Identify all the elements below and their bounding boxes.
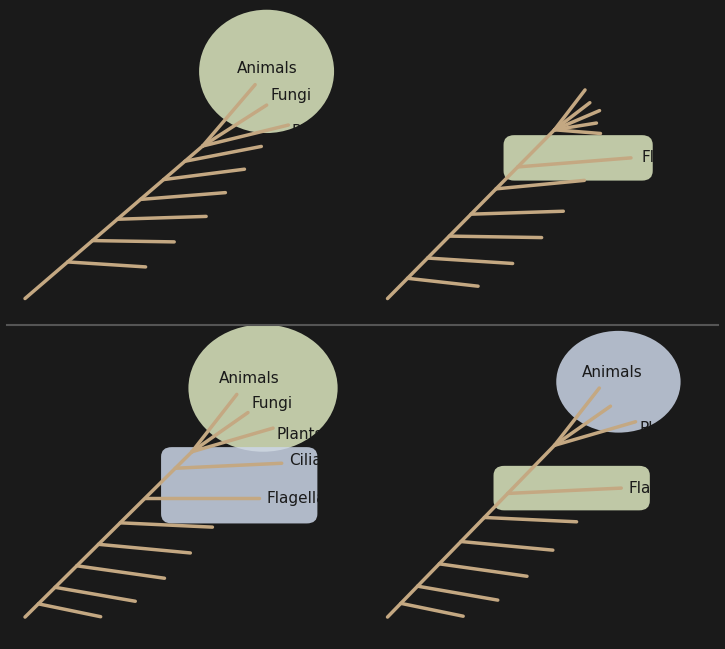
Text: Plants: Plants xyxy=(277,427,323,442)
Ellipse shape xyxy=(556,331,681,433)
Text: Fungi: Fungi xyxy=(252,395,293,411)
Text: Flagellates: Flagellates xyxy=(266,491,349,506)
Ellipse shape xyxy=(199,10,334,133)
Text: Animals: Animals xyxy=(581,365,642,380)
Text: Animals: Animals xyxy=(219,371,280,386)
FancyBboxPatch shape xyxy=(504,135,652,180)
Text: Plants: Plants xyxy=(292,124,339,139)
Text: Animals: Animals xyxy=(237,61,298,76)
Ellipse shape xyxy=(188,324,338,452)
Text: Flagellates: Flagellates xyxy=(642,151,725,165)
FancyBboxPatch shape xyxy=(161,447,318,524)
Text: Ciliates: Ciliates xyxy=(289,452,345,467)
FancyBboxPatch shape xyxy=(494,466,650,510)
Text: Fungi: Fungi xyxy=(270,88,311,103)
Text: Flagellates: Flagellates xyxy=(629,481,711,496)
Text: Plants: Plants xyxy=(639,421,686,435)
